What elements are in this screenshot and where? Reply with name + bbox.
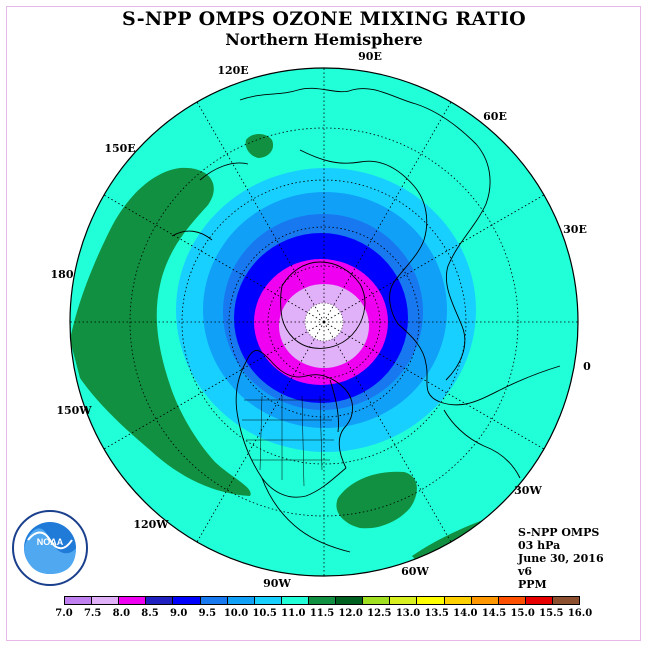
colorbar-tick-label: 12.5 — [367, 608, 392, 619]
noaa-logo: NOAA — [12, 510, 88, 586]
colorbar-swatch — [227, 597, 255, 604]
colorbar-tick-label: 16.0 — [567, 608, 593, 619]
colorbar-tick-label: 13.5 — [424, 608, 449, 619]
colorbar-ticks: 7.0 7.5 8.0 8.5 9.0 9.5 10.0 10.5 11.0 11.5 12.0 12… — [55, 608, 592, 622]
green-patch-pacific — [70, 167, 251, 496]
colorbar-tick-label: 13.0 — [395, 608, 421, 619]
colorbar-tick-label: 10.5 — [252, 608, 277, 619]
longitude-labels: 120E 90E 60E 150E 30E 180 0 150W 30W 120W 60W 90W — [51, 50, 592, 590]
colorbar-swatch — [417, 597, 445, 604]
info-block: S-NPP OMPS 03 hPa June 30, 2016 v6 PPM — [518, 526, 604, 591]
map-disc — [70, 68, 578, 576]
lon-label-30w: 30W — [514, 484, 542, 497]
colorbar-swatch — [498, 597, 526, 604]
colorbar-swatch — [65, 597, 93, 604]
colorbar-tick-label: 9.5 — [198, 608, 217, 619]
colorbar-tick-label: 11.0 — [281, 608, 306, 619]
colorbar-swatch — [471, 597, 499, 604]
lon-label-90e: 90E — [358, 50, 382, 63]
coastlines — [171, 87, 561, 553]
colorbar-swatch — [336, 597, 364, 604]
lon-label-60e: 60E — [483, 110, 507, 123]
colorbar-swatch — [308, 597, 337, 604]
colorbar-swatch — [444, 597, 472, 604]
colorbar-swatch — [92, 597, 120, 604]
page-title: S-NPP OMPS OZONE MIXING RATIO — [121, 8, 527, 30]
lon-label-120e: 120E — [217, 64, 248, 77]
lon-label-60w: 60W — [401, 565, 429, 578]
colorbar-swatch — [552, 597, 580, 604]
page-subtitle: Northern Hemisphere — [225, 30, 423, 49]
colorbar-tick-label: 14.0 — [453, 608, 478, 619]
colorbar-swatch — [119, 597, 147, 604]
colorbar-tick-label: 15.5 — [539, 608, 564, 619]
lon-label-150w: 150W — [56, 404, 92, 417]
colorbar — [64, 596, 580, 605]
colorbar-swatch — [146, 597, 174, 604]
colorbar-tick-label: 9.0 — [169, 608, 188, 619]
info-date: June 30, 2016 — [518, 552, 604, 565]
info-level: 03 hPa — [518, 539, 561, 552]
lon-label-0: 0 — [583, 360, 591, 373]
lon-label-90w: 90W — [263, 577, 291, 590]
colorbar-tick-label: 14.5 — [481, 608, 507, 619]
state-borders — [242, 395, 334, 487]
green-patch-atlantic — [336, 471, 417, 529]
colorbar-swatch — [173, 597, 201, 604]
noaa-logo-text: NOAA — [37, 537, 64, 547]
green-patch-siberia — [245, 134, 274, 158]
colorbar-swatch — [254, 597, 282, 604]
colorbar-tick-label: 12.0 — [338, 608, 363, 619]
lon-label-150e: 150E — [104, 142, 135, 155]
colorbar-swatch — [525, 597, 553, 604]
lon-label-30e: 30E — [563, 223, 587, 236]
colorbar-tick-label: 7.5 — [83, 608, 102, 619]
map-border — [69, 67, 579, 577]
lon-label-180: 180 — [51, 268, 74, 281]
info-units: PPM — [518, 578, 547, 591]
lon-label-120w: 120W — [133, 518, 169, 531]
colorbar-swatch — [363, 597, 391, 604]
colorbar-swatch — [390, 597, 418, 604]
colorbar-tick-label: 15.0 — [510, 608, 535, 619]
colorbar-tick-label: 8.5 — [141, 608, 159, 619]
figure-frame — [6, 6, 641, 641]
colorbar-tick-label: 7.0 — [55, 608, 73, 619]
info-version: v6 — [518, 565, 533, 578]
colorbar-swatch — [200, 597, 228, 604]
info-instrument: S-NPP OMPS — [518, 526, 600, 539]
colorbar-swatch — [281, 597, 309, 604]
colorbar-tick-label: 11.5 — [309, 608, 335, 619]
colorbar-tick-label: 8.0 — [112, 608, 131, 619]
colorbar-tick-label: 10.0 — [223, 608, 249, 619]
